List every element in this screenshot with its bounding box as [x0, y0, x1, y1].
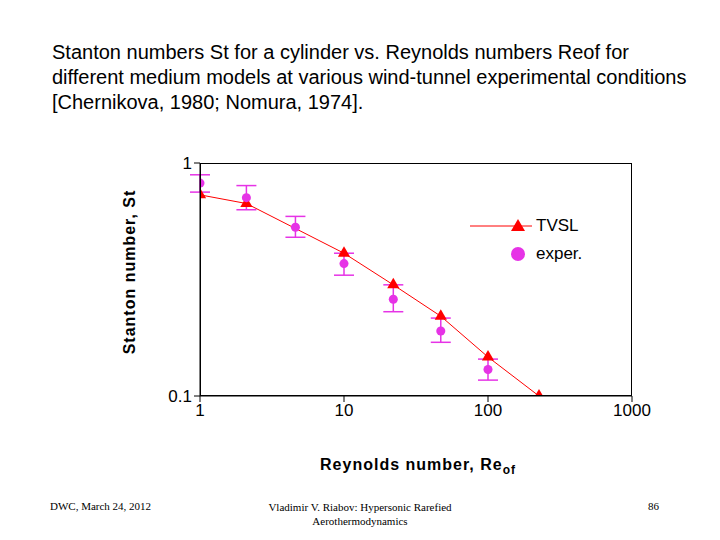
- html-text:Stanton numbers St for a cylin: Stanton numbers St for a cylinder vs. Re…: [52, 41, 687, 113]
- html-text:Vladimir V. Riabov: Hypersonic: Vladimir V. Riabov: Hypersonic Rarefied …: [268, 501, 452, 527]
- svg-text:0.1: 0.1: [168, 387, 192, 406]
- svg-text:1000: 1000: [613, 401, 651, 420]
- svg-text:100: 100: [474, 401, 502, 420]
- html-text:Stanton number, St: Stanton number, St: [121, 189, 138, 355]
- html-text:DWC, March 24, 2012: DWC, March 24, 2012: [50, 500, 152, 512]
- svg-text:1: 1: [195, 401, 204, 420]
- svg-text:10: 10: [335, 401, 354, 420]
- html-text:exper.: exper.: [536, 244, 583, 263]
- html-text:TVSL: TVSL: [536, 216, 579, 235]
- html-text:Reynolds number, Reof: Reynolds number, Reof: [320, 456, 516, 478]
- svg-text:1: 1: [183, 154, 192, 173]
- html-text:86: 86: [648, 500, 659, 512]
